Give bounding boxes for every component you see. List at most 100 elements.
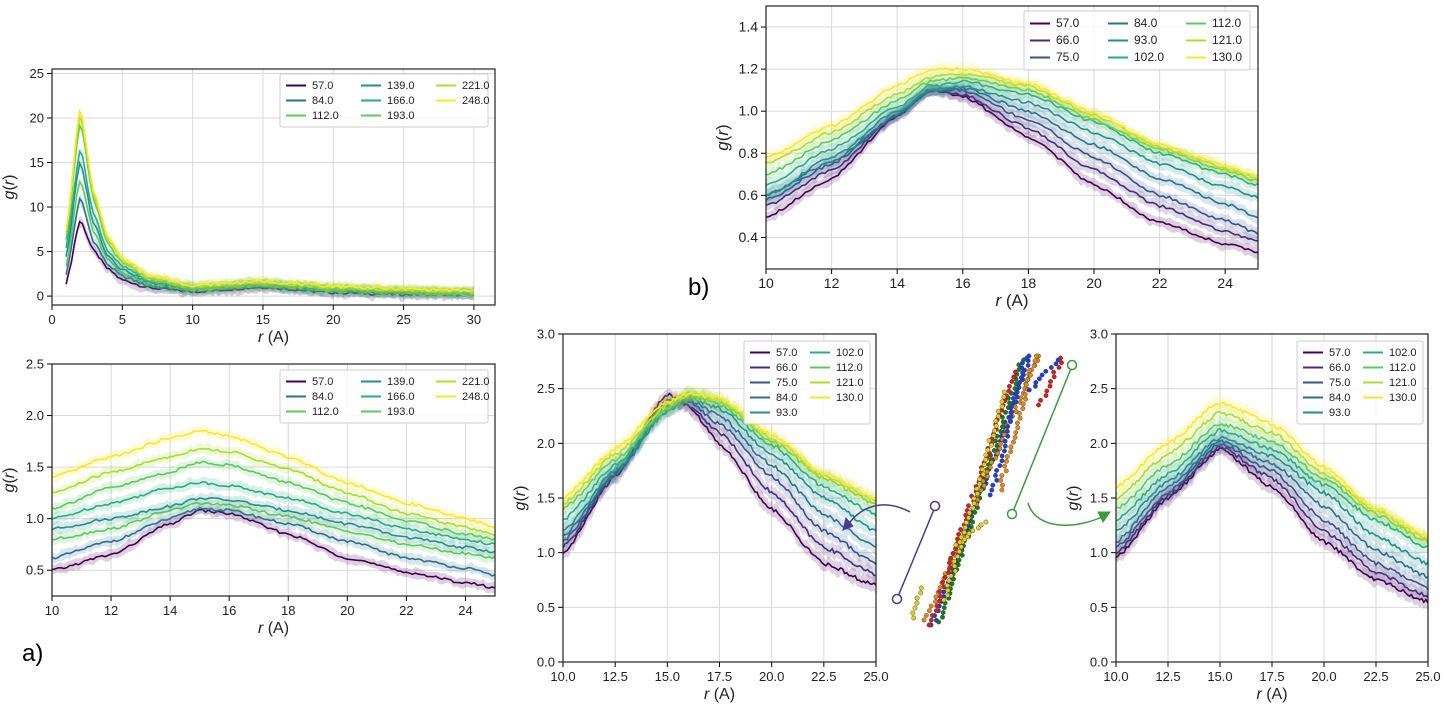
cluster-dot bbox=[961, 529, 967, 535]
cluster-dot bbox=[946, 570, 951, 575]
y-tick-label: 1.5 bbox=[26, 460, 44, 475]
cluster-dot bbox=[1004, 454, 1010, 459]
cluster-dot bbox=[986, 437, 992, 443]
cluster-dot bbox=[993, 418, 999, 424]
cluster-dot bbox=[1027, 367, 1032, 373]
cluster-dot bbox=[957, 539, 963, 545]
cluster-dot bbox=[1009, 404, 1014, 410]
cluster-dot bbox=[988, 464, 993, 470]
legend-label: 66.0 bbox=[1056, 33, 1080, 47]
cluster-dot bbox=[1004, 458, 1009, 464]
cluster-schematic bbox=[842, 353, 1111, 628]
legend-label: 112.0 bbox=[312, 406, 339, 418]
legend-label: 248.0 bbox=[462, 95, 490, 107]
legend-label: 130.0 bbox=[1389, 392, 1417, 404]
cluster-dot bbox=[970, 519, 976, 525]
y-tick-label: 2.0 bbox=[1090, 436, 1108, 451]
series-line-75.0 bbox=[1116, 443, 1428, 591]
series-line-93.0 bbox=[1116, 435, 1428, 566]
y-tick-label: 1.5 bbox=[1090, 491, 1108, 506]
series-line-102.0 bbox=[563, 393, 876, 521]
cluster-dot bbox=[1002, 438, 1008, 444]
cluster-dot bbox=[936, 619, 942, 625]
legend: 57.0 66.0 75.0 84.0 93.0 102.0 112.0 121.0 130.0 bbox=[1296, 340, 1424, 425]
y-tick-label: 0.0 bbox=[537, 655, 555, 670]
y-axis-label: g(r) bbox=[713, 124, 732, 150]
x-tick-label: 5 bbox=[119, 312, 126, 327]
cluster-dot bbox=[985, 447, 991, 453]
cluster-dot bbox=[991, 448, 997, 453]
axes-frame bbox=[51, 363, 496, 597]
chart-b-left: 10.0 12.5 15.0 17.5 20.0 22.5 25.0 0.0 0.5 1.0 1.5… bbox=[512, 327, 889, 704]
x-tick-label: 22 bbox=[399, 603, 413, 618]
cluster-dot bbox=[914, 595, 920, 601]
cluster-dot bbox=[981, 462, 987, 467]
connector-end-left-bottom bbox=[891, 593, 903, 605]
cluster-dot bbox=[912, 605, 918, 611]
legend-label: 166.0 bbox=[387, 95, 415, 107]
cluster-dot bbox=[937, 598, 942, 604]
series-band-130.0 bbox=[766, 60, 1258, 184]
series-band-112.0 bbox=[52, 497, 495, 564]
cluster-dot bbox=[928, 617, 934, 623]
cluster-dot bbox=[1051, 369, 1057, 375]
series-line-130.0 bbox=[766, 66, 1258, 179]
legend: 57.0 84.0 112.0 139.0 166.0 193.0 221.0 248.0 bbox=[279, 369, 490, 424]
legend-label: 66.0 bbox=[776, 362, 797, 374]
x-tick-label: 14 bbox=[889, 275, 905, 291]
cluster-dot bbox=[993, 472, 998, 478]
cluster-dot bbox=[993, 438, 998, 444]
y-tick-label: 0.6 bbox=[739, 187, 759, 203]
series-line-112.0 bbox=[563, 390, 876, 511]
cluster-dot bbox=[1002, 448, 1007, 454]
legend-label: 130.0 bbox=[1212, 50, 1242, 64]
cluster-dot bbox=[1036, 402, 1041, 408]
panel-label-b: b) bbox=[688, 274, 710, 301]
cluster-dot bbox=[972, 510, 978, 515]
series-band-166.0 bbox=[52, 476, 495, 550]
y-tick-label: 0.5 bbox=[537, 600, 555, 615]
cluster-dot bbox=[945, 592, 951, 598]
cluster-dot bbox=[1000, 419, 1006, 425]
cluster-dot bbox=[948, 555, 954, 561]
cluster-dot bbox=[1014, 394, 1020, 400]
cluster-dot bbox=[998, 477, 1003, 483]
legend: 57.0 66.0 75.0 84.0 93.0 102.0 112.0 121.0 130.0 bbox=[743, 340, 871, 425]
x-tick-label: 14 bbox=[163, 603, 177, 618]
y-axis-label: g(r) bbox=[1, 175, 18, 200]
cluster-dot bbox=[1000, 482, 1005, 488]
cluster-dot bbox=[1005, 433, 1011, 439]
cluster-dot bbox=[999, 487, 1005, 493]
cluster-dot bbox=[1014, 389, 1020, 395]
cluster-dot bbox=[962, 536, 967, 542]
series-line-121.0 bbox=[766, 73, 1258, 181]
cluster-dot bbox=[999, 404, 1005, 409]
cluster-dot bbox=[1001, 389, 1007, 395]
legend-label: 93.0 bbox=[776, 407, 797, 419]
cluster-dot bbox=[937, 589, 943, 594]
cluster-dot bbox=[1007, 383, 1012, 389]
cluster-dot bbox=[952, 568, 958, 574]
cluster-dot bbox=[1007, 400, 1012, 406]
cluster-dot bbox=[1023, 396, 1028, 402]
y-tick-label: 10 bbox=[30, 200, 44, 215]
cluster-dot bbox=[977, 476, 983, 482]
cluster-dot bbox=[1032, 358, 1038, 364]
cluster-dot bbox=[1012, 434, 1018, 440]
cluster-dot bbox=[952, 563, 957, 569]
x-tick-label: 17.5 bbox=[1259, 669, 1284, 684]
y-tick-label: 0.5 bbox=[26, 563, 44, 578]
cluster-dot bbox=[974, 486, 980, 492]
y-tick-label: 0.0 bbox=[1090, 655, 1108, 670]
legend-label: 57.0 bbox=[1329, 347, 1350, 359]
cluster-dot bbox=[978, 522, 984, 528]
series-band-112.0 bbox=[766, 70, 1258, 188]
x-tick-label: 10 bbox=[758, 275, 774, 291]
legend-label: 139.0 bbox=[387, 80, 415, 92]
y-tick-label: 2.0 bbox=[537, 436, 555, 451]
cluster-dot bbox=[1028, 372, 1033, 378]
cluster-dot bbox=[1048, 379, 1053, 384]
y-axis-label: g(r) bbox=[512, 486, 529, 511]
cluster-dot bbox=[995, 408, 1001, 414]
plot-area bbox=[766, 60, 1258, 260]
